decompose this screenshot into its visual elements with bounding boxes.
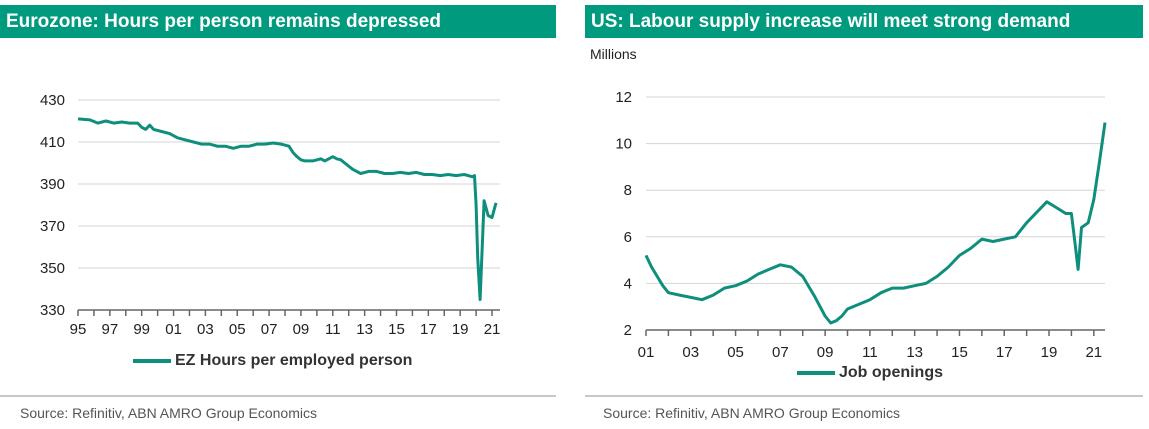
footer-divider [585, 395, 1143, 397]
y-tick-label: 10 [615, 136, 632, 153]
x-tick-label: 13 [356, 321, 373, 338]
x-tick-label: 13 [906, 344, 923, 361]
legend-label: EZ Hours per employed person [175, 352, 413, 369]
x-tick-label: 03 [197, 321, 214, 338]
y-tick-label: 430 [40, 92, 65, 109]
y-tick-label: 370 [40, 218, 65, 235]
x-tick-label: 01 [638, 344, 655, 361]
x-tick-label: 07 [772, 344, 789, 361]
legend-label: Job openings [839, 364, 943, 381]
source-note: Source: Refinitiv, ABN AMRO Group Econom… [603, 405, 900, 421]
x-tick-label: 09 [817, 344, 834, 361]
x-tick-label: 11 [862, 344, 878, 361]
chart-legend: EZ Hours per employed person [133, 352, 412, 370]
legend-swatch [133, 359, 171, 363]
chart-title: Eurozone: Hours per person remains depre… [0, 5, 556, 38]
x-tick-label: 97 [102, 321, 119, 338]
us-job-openings-panel: US: Labour supply increase will meet str… [585, 0, 1143, 429]
y-tick-label: 390 [40, 176, 65, 193]
x-tick-label: 01 [165, 321, 182, 338]
series-line [77, 117, 498, 301]
y-tick-label: 330 [40, 302, 65, 319]
x-tick-label: 09 [293, 321, 310, 338]
chart-legend: Job openings [797, 364, 943, 382]
eurozone-hours-chart: 330 350 370 390 410 430 95 97 99 01 03 05 07 09 11 13 15… [40, 92, 501, 338]
y-tick-label: 12 [615, 89, 632, 106]
x-tick-label: 15 [388, 321, 405, 338]
x-tick-label: 21 [1085, 344, 1102, 361]
y-tick-label: 8 [624, 182, 632, 199]
series-line [644, 122, 1107, 325]
x-tick-label: 19 [452, 321, 469, 338]
eurozone-hours-panel: Eurozone: Hours per person remains depre… [0, 0, 556, 429]
x-tick-label: 21 [484, 321, 501, 338]
x-tick-label: 17 [420, 321, 437, 338]
chart-title: US: Labour supply increase will meet str… [585, 5, 1143, 38]
x-tick-label: 05 [229, 321, 246, 338]
x-tick-label: 99 [133, 321, 150, 338]
y-tick-label: 350 [40, 260, 65, 277]
us-job-openings-chart: 2 4 6 8 10 12 01 03 05 07 09 11 13 15 17 19 21 [615, 89, 1107, 361]
footer-divider [0, 395, 556, 397]
y-tick-label: 6 [624, 229, 632, 246]
x-tick-label: 15 [951, 344, 968, 361]
x-tick-label: 95 [70, 321, 87, 338]
x-tick-label: 05 [727, 344, 744, 361]
x-tick-label: 17 [996, 344, 1013, 361]
unit-label: Millions [590, 46, 637, 62]
y-tick-label: 4 [624, 275, 632, 292]
y-tick-label: 2 [624, 322, 632, 339]
x-tick-label: 19 [1041, 344, 1058, 361]
x-tick-label: 11 [325, 321, 341, 338]
x-tick-label: 03 [682, 344, 699, 361]
source-note: Source: Refinitiv, ABN AMRO Group Econom… [20, 405, 317, 421]
legend-swatch [797, 371, 835, 375]
x-tick-label: 07 [261, 321, 278, 338]
y-tick-label: 410 [40, 134, 65, 151]
